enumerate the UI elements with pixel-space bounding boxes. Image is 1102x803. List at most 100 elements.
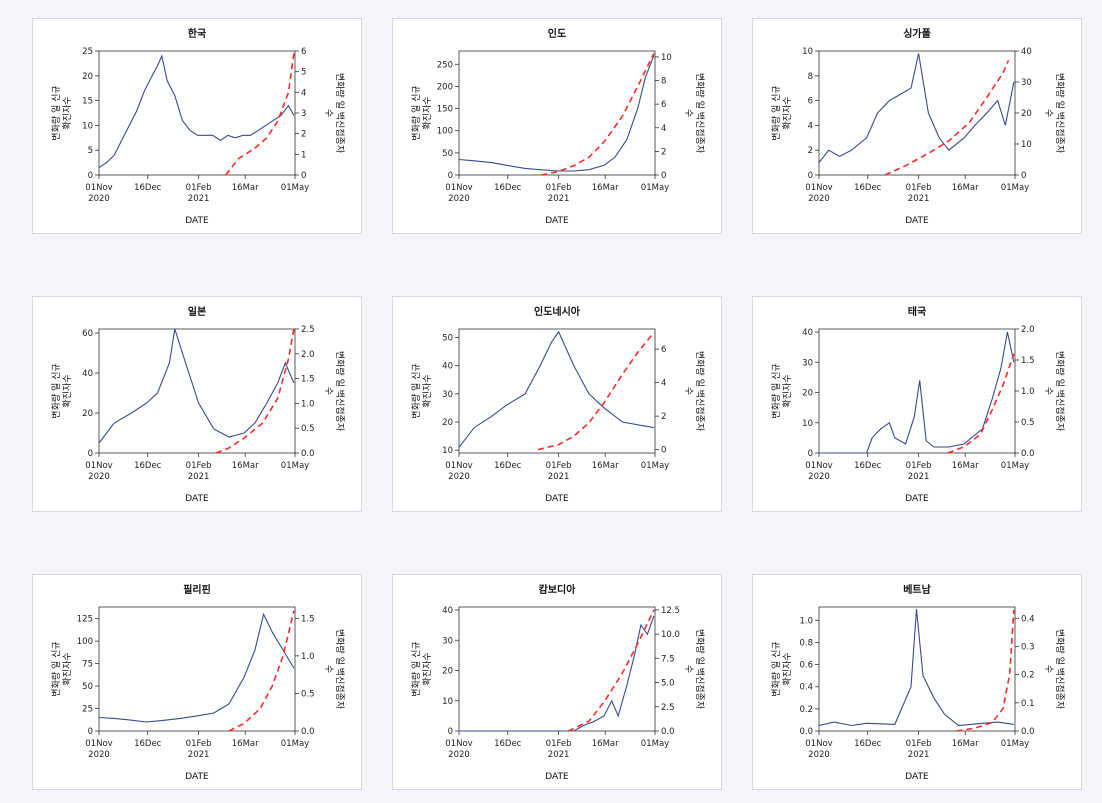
chart-panel: 필리핀 0 25 50 75 100 125 0.0 0.5 1.0 1.5 01Nov 2020 16D…	[32, 574, 362, 790]
right-tick-label: 1.0	[301, 652, 315, 662]
right-y-axis-label: 변화량 일 백신접종자수	[323, 73, 346, 154]
x-tick-label: 01May	[641, 739, 669, 749]
right-tick-label: 10	[661, 53, 672, 63]
left-tick-label: 20	[442, 418, 453, 428]
chart-panel: 캄보디아 0 10 20 30 40 0.0 2.5 5.0 7.5 10.0 12.5 01Nov 20…	[392, 574, 722, 790]
right-tick-label: 0.4	[1021, 614, 1035, 624]
left-tick-label: 1.0	[799, 616, 813, 626]
plot-frame	[458, 328, 656, 454]
left-tick-label: 0	[448, 727, 453, 737]
left-tick-label: 150	[437, 105, 453, 115]
chart-svg: 인도네시아 10 20 30 40 50 0 2 4 6 01Nov 2020 16Dec 01Feb 20…	[410, 305, 706, 504]
right-tick-label: 0.2	[1021, 671, 1035, 681]
left-tick-label: 2	[808, 146, 813, 156]
left-tick-label: 10	[442, 446, 453, 456]
chart-svg: 태국 0 10 20 30 40 0.0 0.5 1.0 1.5 2.0 01Nov 2020 16Dec…	[770, 305, 1066, 504]
series-line-vaccinated	[956, 609, 1015, 732]
plot-frame	[818, 606, 1016, 732]
x-tick-label: 16Mar	[232, 739, 259, 749]
right-tick-label: 3	[301, 109, 306, 119]
right-tick-label: 0.1	[1021, 699, 1035, 709]
x-tick-label: 01Nov 2020	[445, 461, 472, 482]
left-tick-label: 40	[82, 369, 93, 379]
plot-frame	[818, 50, 1016, 176]
x-tick-label: 16Dec	[494, 461, 522, 471]
left-tick-label: 10	[442, 697, 453, 707]
series-line-vaccinated	[947, 353, 1015, 454]
right-tick-label: 2.0	[301, 350, 315, 360]
x-tick-label: 01Feb 2021	[906, 183, 932, 204]
x-tick-label: 16Mar	[592, 183, 619, 193]
plot-frame	[818, 328, 1016, 454]
left-tick-label: 0.2	[799, 705, 813, 715]
plot-frame	[98, 328, 296, 454]
left-tick-label: 20	[442, 667, 453, 677]
right-tick-label: 0.0	[301, 727, 315, 737]
left-tick-label: 200	[437, 82, 453, 92]
right-tick-label: 0.5	[1021, 418, 1035, 428]
chart-svg: 한국 0 5 10 15 20 25 0 1 2 3 4 5 6 01Nov 2020 16Dec 01Feb 20…	[50, 28, 346, 226]
x-tick-label: 01May	[281, 183, 309, 193]
left-tick-label: 10	[802, 419, 813, 429]
series-line-vaccinated	[568, 609, 655, 732]
right-tick-label: 1.5	[301, 614, 315, 624]
x-tick-label: 16Dec	[134, 739, 162, 749]
left-tick-label: 30	[442, 390, 453, 400]
x-tick-label: 16Mar	[952, 461, 979, 471]
left-tick-label: 0	[88, 727, 93, 737]
right-tick-label: 1	[301, 150, 306, 160]
left-tick-label: 125	[77, 615, 93, 625]
right-y-axis-label: 변화량 일 백신접종자수	[683, 351, 706, 432]
x-axis-label: DATE	[905, 216, 929, 226]
left-tick-label: 10	[82, 121, 93, 131]
right-tick-label: 5.0	[661, 679, 675, 689]
right-tick-label: 2.0	[1021, 325, 1035, 335]
chart-title: 인도네시아	[534, 305, 581, 318]
left-y-axis-label: 변화량 일 신규확진자수	[410, 641, 433, 696]
series-line-vaccinated	[884, 59, 1010, 176]
left-tick-label: 25	[82, 705, 93, 715]
right-tick-label: 6	[301, 47, 306, 57]
left-tick-label: 0.0	[799, 727, 813, 737]
right-tick-label: 30	[1021, 78, 1032, 88]
left-tick-label: 40	[442, 362, 453, 372]
left-tick-label: 20	[82, 409, 93, 419]
right-tick-label: 0.0	[661, 727, 675, 737]
right-tick-label: 40	[1021, 47, 1032, 57]
right-y-axis-label: 변화량 일 백신접종자수	[683, 629, 706, 710]
right-tick-label: 12.5	[661, 606, 680, 616]
left-y-axis-label: 변화량 일 신규확진자수	[50, 85, 73, 140]
chart-title: 태국	[908, 305, 926, 318]
right-y-axis-label: 변화량 일 백신접종자수	[323, 351, 346, 432]
x-tick-label: 01Nov 2020	[805, 183, 832, 204]
series-line-cases	[98, 612, 295, 723]
series-line-vaccinated	[215, 328, 295, 454]
x-tick-label: 16Mar	[592, 739, 619, 749]
series-line-cases	[458, 330, 654, 448]
right-tick-label: 1.5	[1021, 356, 1035, 366]
left-y-axis-label: 변화량 일 신규확진자수	[50, 641, 73, 696]
x-tick-label: 01May	[281, 461, 309, 471]
x-tick-label: 01Nov 2020	[805, 739, 832, 760]
series-line-vaccinated	[541, 53, 655, 176]
left-y-axis-label: 변화량 일 신규확진자수	[410, 85, 433, 140]
right-tick-label: 4	[661, 379, 666, 389]
chart-svg: 일본 0 20 40 60 0.0 0.5 1.0 1.5 2.0 2.5 01Nov 2020 16De…	[50, 305, 346, 504]
x-tick-label: 01Nov 2020	[445, 739, 472, 760]
x-tick-label: 01Nov 2020	[445, 183, 472, 204]
x-axis-label: DATE	[905, 494, 929, 504]
x-tick-label: 16Dec	[854, 461, 882, 471]
right-tick-label: 7.5	[661, 654, 675, 664]
x-tick-label: 16Mar	[232, 461, 259, 471]
left-tick-label: 50	[82, 682, 93, 692]
x-tick-label: 16Dec	[854, 739, 882, 749]
plot-frame	[98, 50, 296, 176]
right-tick-label: 2.5	[301, 325, 315, 335]
right-tick-label: 1.5	[301, 375, 315, 385]
chart-panel: 싱가폴 0 2 4 6 8 10 0 10 20 30 40 01Nov 2020 16Dec 01Feb 20…	[752, 18, 1082, 234]
x-tick-label: 01May	[1001, 183, 1029, 193]
series-line-cases	[98, 328, 295, 444]
x-tick-label: 16Mar	[952, 183, 979, 193]
right-tick-label: 5	[301, 68, 306, 78]
right-y-axis-label: 변화량 일 백신접종자수	[1043, 351, 1066, 432]
